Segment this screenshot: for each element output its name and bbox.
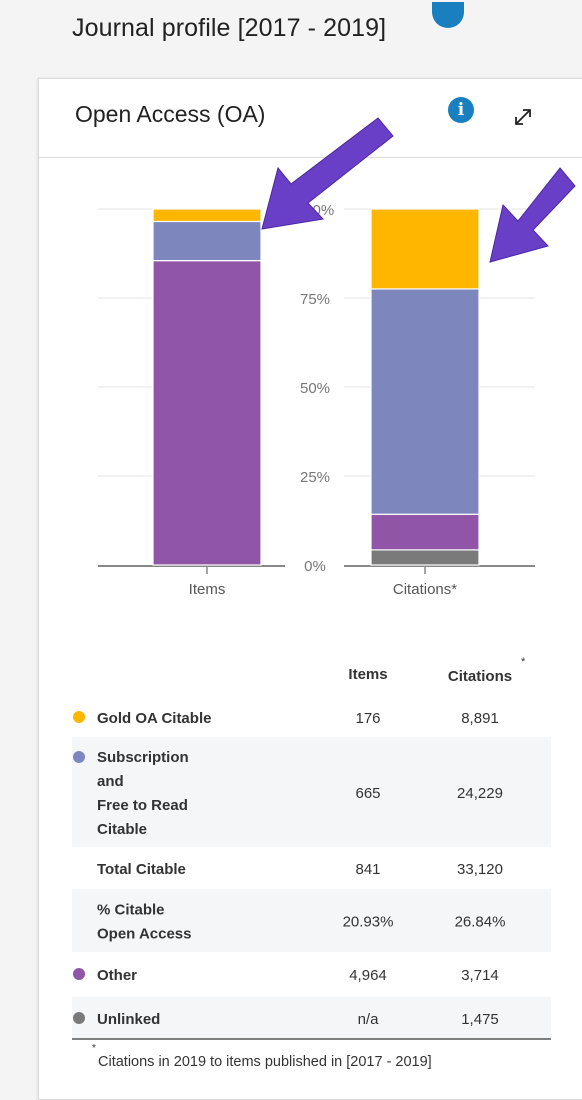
panel-header: Open Access (OA) i bbox=[39, 79, 582, 158]
row-label: Free to Read bbox=[97, 797, 188, 814]
footnote: Citations in 2019 to items published in … bbox=[98, 1054, 432, 1070]
cell-citations: 3,714 bbox=[461, 967, 499, 984]
table-row-bg bbox=[72, 997, 551, 1039]
cell-items: 841 bbox=[355, 861, 380, 878]
table-header-items: Items bbox=[348, 666, 387, 683]
row-label: Unlinked bbox=[97, 1011, 160, 1028]
bar-segment[interactable] bbox=[370, 208, 480, 290]
legend-dot bbox=[73, 968, 85, 980]
row-label: and bbox=[97, 773, 124, 790]
row-label: Subscription bbox=[97, 749, 189, 766]
x-tick-label: Citations* bbox=[393, 581, 457, 598]
legend-dot bbox=[73, 751, 85, 763]
journal-title: Journal profile [2017 - 2019] bbox=[72, 14, 387, 42]
cell-items: 176 bbox=[355, 710, 380, 727]
bar-segment[interactable] bbox=[152, 208, 262, 223]
cell-citations: 8,891 bbox=[461, 710, 499, 727]
annotation-arrow-right bbox=[489, 167, 576, 263]
bar-segment[interactable] bbox=[370, 549, 480, 566]
cell-items: n/a bbox=[358, 1011, 380, 1028]
row-label: Total Citable bbox=[97, 861, 186, 878]
legend-dot bbox=[73, 711, 85, 723]
bar-segment[interactable] bbox=[152, 260, 262, 566]
y-tick-label: 75% bbox=[300, 291, 330, 308]
y-tick-label: 50% bbox=[300, 380, 330, 397]
row-label: % Citable bbox=[97, 902, 165, 919]
footnote-asterisk: * bbox=[92, 1043, 96, 1054]
cell-items: 665 bbox=[355, 785, 380, 802]
info-icon[interactable]: i bbox=[448, 97, 474, 123]
y-tick-label: 25% bbox=[300, 469, 330, 486]
cell-items: 20.93% bbox=[343, 914, 394, 931]
cell-citations: 33,120 bbox=[457, 861, 503, 878]
row-label: Gold OA Citable bbox=[97, 710, 211, 727]
bar-segment[interactable] bbox=[152, 220, 262, 262]
table-row-bg bbox=[72, 889, 551, 952]
row-label: Citable bbox=[97, 821, 147, 838]
legend-dot bbox=[73, 1012, 85, 1024]
table-row-bg bbox=[72, 737, 551, 847]
panel-title: Open Access (OA) bbox=[75, 101, 266, 127]
y-tick-label: 0% bbox=[304, 558, 326, 575]
x-tick-label: Items bbox=[189, 581, 226, 598]
info-icon-top[interactable] bbox=[432, 2, 464, 28]
cell-citations: 1,475 bbox=[461, 1011, 499, 1028]
bar-segment[interactable] bbox=[370, 288, 480, 515]
table-header-citations: Citations bbox=[448, 668, 512, 685]
bar-segment[interactable] bbox=[370, 513, 480, 551]
row-label: Other bbox=[97, 967, 137, 984]
header-asterisk: * bbox=[521, 656, 526, 668]
annotation-arrow-left bbox=[261, 117, 394, 230]
cell-citations: 24,229 bbox=[457, 785, 503, 802]
row-label: Open Access bbox=[97, 926, 192, 943]
cell-items: 4,964 bbox=[349, 967, 387, 984]
expand-icon[interactable] bbox=[511, 105, 535, 129]
cell-citations: 26.84% bbox=[455, 914, 506, 931]
